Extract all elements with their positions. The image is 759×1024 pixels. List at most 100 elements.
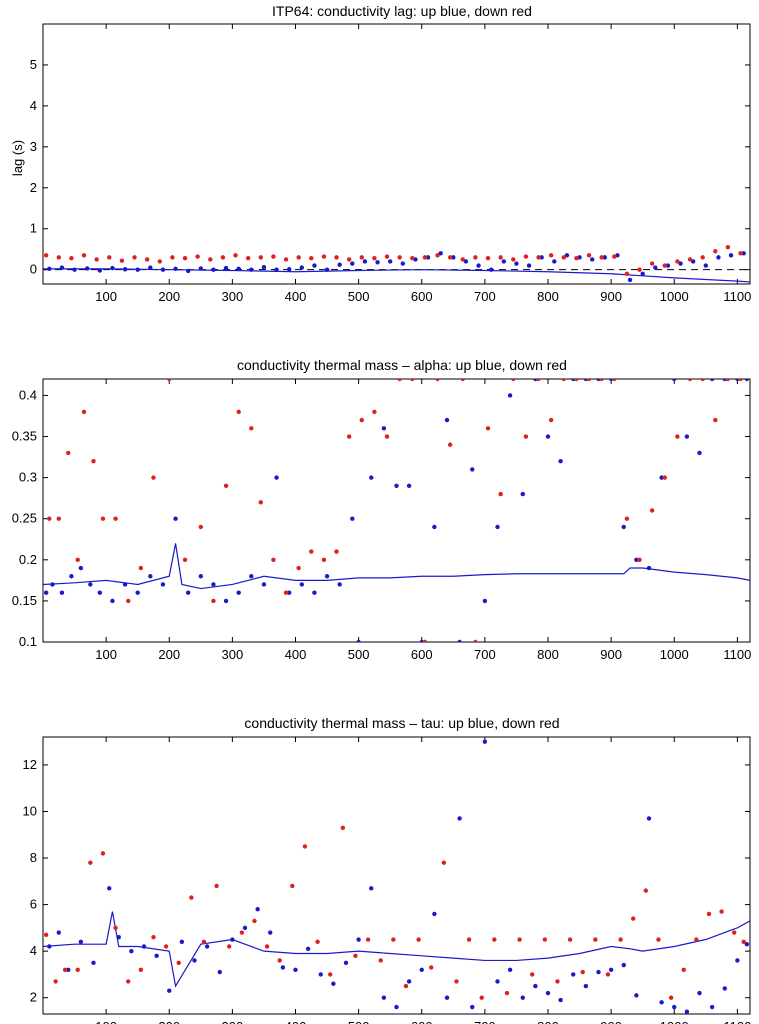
data-point-up (274, 475, 279, 480)
data-point-down (700, 255, 705, 260)
data-point-up (331, 981, 336, 986)
data-point-up (242, 925, 248, 931)
data-point-down (151, 934, 156, 940)
data-point-down (81, 409, 87, 415)
data-point-up (280, 965, 286, 970)
data-point-up (400, 261, 406, 266)
plot-marks-alpha (43, 379, 750, 642)
x-tick-label: 800 (537, 647, 559, 662)
x-tick-label: 500 (348, 647, 370, 662)
data-point-down (353, 953, 358, 959)
data-point-up (375, 260, 380, 265)
data-point-down (189, 895, 194, 900)
data-point-down (119, 258, 125, 263)
data-point-up (476, 263, 481, 268)
x-tick-label: 900 (600, 1019, 622, 1024)
data-point-up (268, 930, 273, 935)
data-point-up (274, 267, 279, 272)
data-point-down (618, 937, 623, 942)
data-point-down (511, 379, 516, 382)
data-point-down (157, 259, 162, 264)
data-point-up (419, 967, 424, 972)
data-point-down (277, 958, 282, 963)
data-point-up (697, 990, 702, 996)
x-tick-label: 100 (95, 1019, 117, 1024)
data-point-down (422, 255, 428, 260)
data-point-up (204, 944, 210, 949)
x-tick-label: 400 (285, 289, 307, 304)
data-point-up (148, 265, 153, 270)
data-point-up (198, 266, 204, 271)
data-point-down (687, 379, 693, 382)
data-point-down (227, 944, 232, 949)
data-point-up (507, 967, 513, 972)
data-point-down (198, 524, 204, 530)
x-tick-label: 700 (474, 647, 496, 662)
data-point-down (321, 254, 327, 259)
data-point-down (290, 883, 295, 889)
x-tick-label: 600 (411, 1019, 433, 1024)
data-point-up (141, 944, 147, 949)
data-point-up (495, 979, 500, 984)
data-point-up (621, 524, 626, 530)
data-point-down (662, 475, 667, 480)
data-point-down (656, 937, 661, 942)
data-point-down (403, 983, 409, 989)
data-point-up (223, 265, 229, 271)
data-point-down (624, 516, 630, 521)
data-point-up (646, 816, 652, 821)
data-point-up (558, 458, 563, 464)
data-point-up (678, 261, 683, 266)
data-point-down (170, 255, 175, 260)
plot-area-lag (42, 23, 751, 285)
data-point-up (394, 483, 399, 489)
y-tick-label: 2 (30, 990, 37, 1005)
data-point-down (315, 939, 320, 945)
data-point-down (283, 590, 289, 595)
data-point-up (728, 253, 734, 258)
x-tick-label: 800 (537, 289, 559, 304)
data-point-up (545, 990, 551, 996)
data-point-down (176, 960, 181, 965)
data-point-up (552, 259, 557, 264)
data-point-down (100, 851, 106, 856)
y-tick-label: 10 (23, 803, 37, 818)
x-tick-label: 500 (348, 289, 370, 304)
plot-marks-lag (43, 244, 750, 283)
data-point-up (709, 1004, 715, 1010)
x-tick-label: 300 (222, 647, 244, 662)
data-point-down (138, 967, 144, 972)
data-point-up (589, 257, 595, 262)
data-point-up (179, 939, 185, 945)
data-point-down (296, 255, 301, 260)
data-point-down (447, 255, 453, 260)
data-point-up (659, 1000, 664, 1005)
data-point-down (460, 257, 465, 262)
data-point-down (410, 379, 415, 382)
data-point-up (526, 263, 532, 268)
data-point-up (362, 259, 368, 264)
data-point-down (249, 426, 254, 431)
data-point-up (744, 379, 750, 382)
data-point-down (725, 379, 731, 382)
data-point-down (612, 254, 617, 259)
y-axis-label-lag: lag (s) (10, 140, 25, 176)
data-point-up (88, 582, 93, 587)
data-point-up (672, 1004, 677, 1010)
data-point-down (681, 967, 686, 972)
data-point-down (378, 958, 383, 963)
data-point-down (548, 417, 554, 423)
data-point-down (548, 253, 554, 258)
data-point-up (148, 574, 153, 579)
data-point-down (47, 516, 52, 521)
data-point-up (406, 483, 412, 489)
data-point-up (198, 574, 204, 579)
data-point-up (709, 379, 715, 382)
data-point-up (110, 265, 115, 271)
x-tick-label: 1000 (660, 647, 689, 662)
y-tick-label: 0.25 (12, 511, 37, 526)
data-point-down (334, 549, 339, 554)
data-point-up (744, 941, 750, 947)
data-point-up (488, 267, 494, 272)
data-point-down (447, 442, 453, 447)
